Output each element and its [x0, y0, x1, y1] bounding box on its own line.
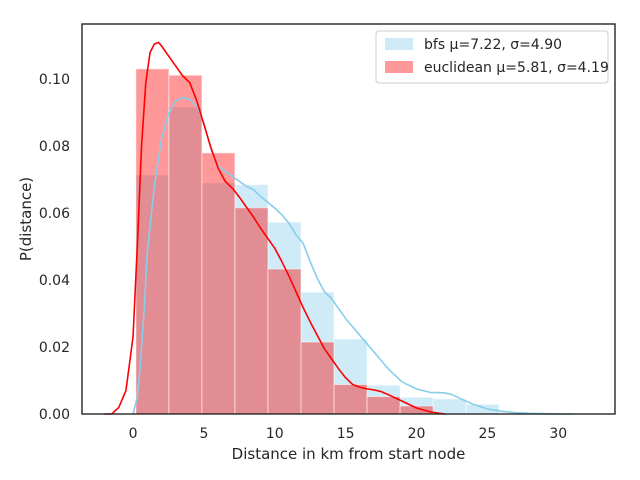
bar-euclidean-3 [234, 207, 269, 415]
bar-euclidean-5 [300, 341, 335, 415]
legend-label-euclidean: euclidean μ=5.81, σ=4.19 [424, 60, 609, 76]
plot-frame [81, 23, 616, 415]
y-axis-ticks: 0.00 0.02 0.04 0.06 0.08 0.10 [39, 72, 70, 423]
x-tick-label: 30 [549, 426, 567, 442]
x-tick-label: 15 [337, 426, 355, 442]
legend-swatch-bfs [385, 38, 413, 50]
bar-bfs-1 [168, 106, 203, 415]
legend-box [375, 30, 609, 84]
bar-euclidean-6 [333, 384, 368, 415]
legend-swatch-euclidean [385, 61, 413, 73]
bar-bfs-10 [465, 403, 500, 415]
y-axis-label: P(distance) [17, 177, 35, 261]
legend-label-bfs: bfs μ=7.22, σ=4.90 [424, 37, 562, 53]
y-tick-label: 0.04 [39, 273, 70, 289]
bar-euclidean-7 [366, 396, 401, 415]
bar-bfs-0 [135, 174, 170, 415]
kde-line-euclidean [103, 41, 446, 415]
bar-bfs-9 [432, 398, 467, 415]
bar-euclidean-1 [168, 74, 203, 415]
legend: bfs μ=7.22, σ=4.90 euclidean μ=5.81, σ=4… [375, 30, 609, 84]
x-tick-label: 25 [479, 426, 497, 442]
y-tick-label: 0.08 [39, 139, 70, 155]
y-tick-label: 0.00 [39, 407, 70, 423]
kde-line-bfs [132, 96, 574, 415]
y-tick-label: 0.10 [39, 72, 70, 88]
y-tick-label: 0.06 [39, 206, 70, 222]
kde-curves [103, 41, 574, 415]
x-axis-label: Distance in km from start node [232, 445, 466, 463]
bar-euclidean-2 [201, 152, 236, 415]
x-tick-label: 20 [408, 426, 426, 442]
x-tick-label: 0 [129, 426, 138, 442]
histogram-bars [135, 68, 500, 415]
bar-bfs-2 [201, 182, 236, 415]
y-tick-label: 0.02 [39, 340, 70, 356]
bar-euclidean-4 [267, 268, 302, 415]
x-tick-label: 10 [266, 426, 284, 442]
x-tick-label: 5 [199, 426, 208, 442]
x-axis-ticks: 0 5 10 15 20 25 30 [129, 426, 568, 442]
